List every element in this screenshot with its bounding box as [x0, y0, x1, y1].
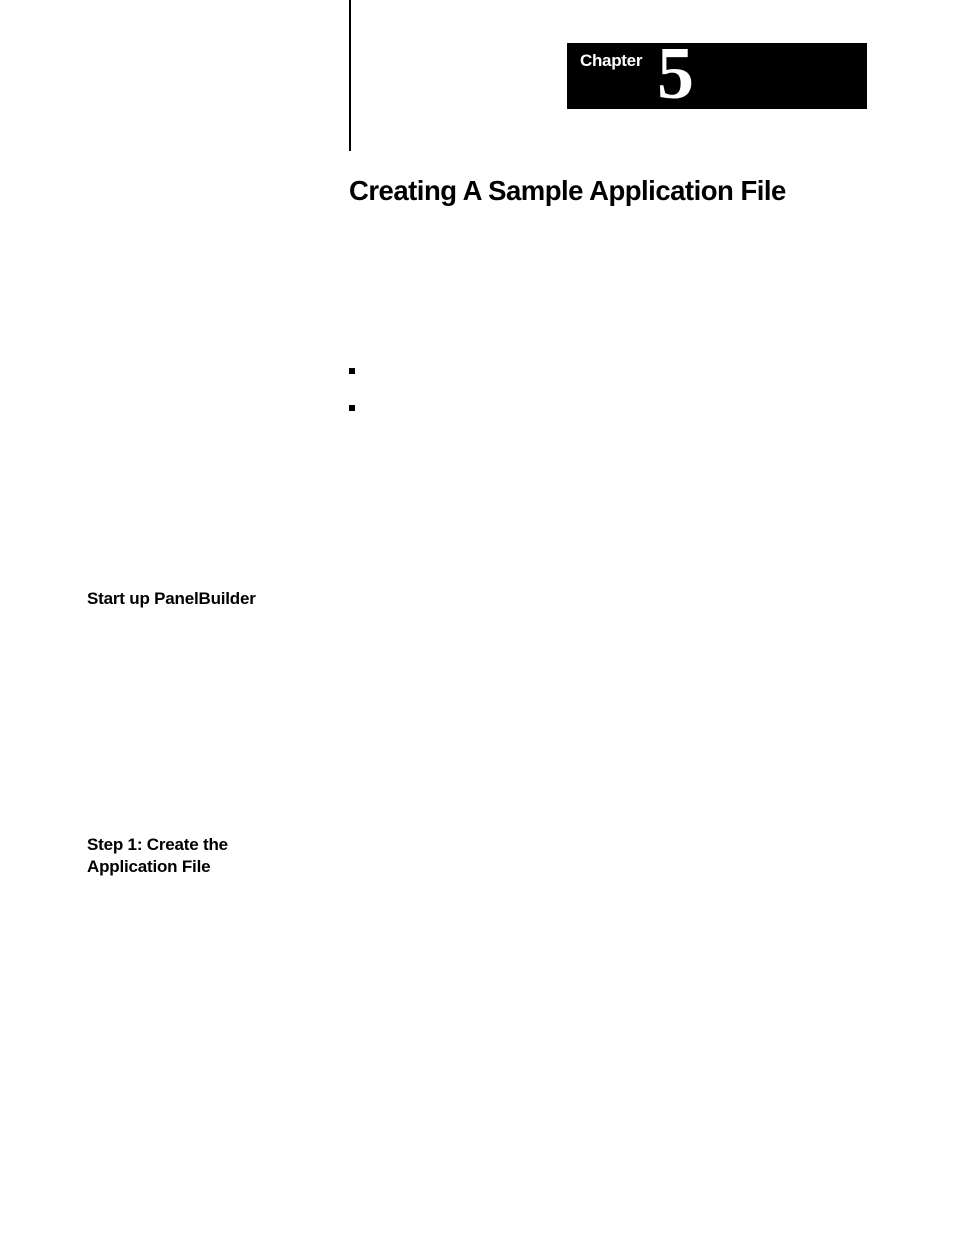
vertical-divider: [349, 0, 351, 151]
bullet-icon: [349, 368, 355, 374]
bullet-icon: [349, 405, 355, 411]
page-title: Creating A Sample Application File: [349, 175, 786, 207]
document-page: Chapter 5 Creating A Sample Application …: [0, 0, 954, 1235]
section-heading-step1: Step 1: Create the Application File: [87, 834, 317, 878]
chapter-banner: Chapter 5: [567, 43, 867, 109]
chapter-label: Chapter: [580, 51, 642, 71]
section-heading-startup: Start up PanelBuilder: [87, 589, 256, 609]
chapter-number: 5: [657, 37, 694, 111]
